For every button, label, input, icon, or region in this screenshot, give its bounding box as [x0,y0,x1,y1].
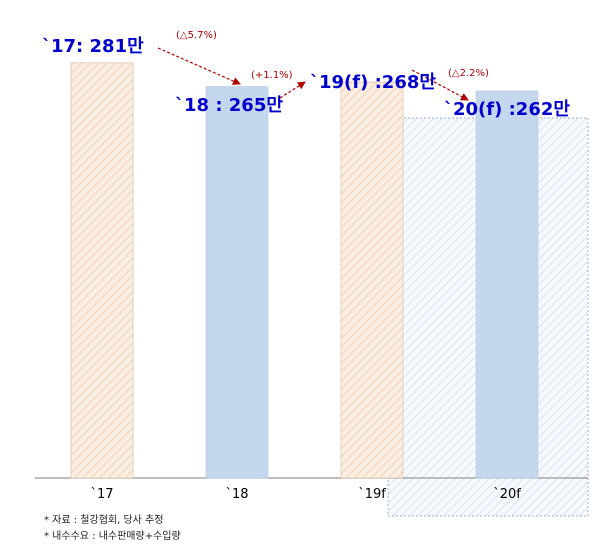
footnote-source: * 자료 : 철강협회, 당사 추정 [44,515,164,526]
value-label: `19(f) :268만 [310,72,436,93]
footnote-definition: * 내수수요 : 내수판매량+수입량 [44,531,181,542]
value-label: `17: 281만 [42,36,144,57]
bar-17 [70,62,134,479]
change-arrow [279,81,306,99]
x-tick-label: `19f [358,487,386,502]
change-label: (△2.2%) [448,68,489,79]
change-arrow [411,69,469,101]
change-label: (△5.7%) [176,30,217,41]
footnotes: * 자료 : 철강협회, 당사 추정 * 내수수요 : 내수판매량+수입량 [44,513,181,545]
change-label: (+1.1%) [251,70,293,81]
x-tick-label: `18 [225,487,248,502]
x-tick-label: `20f [493,487,521,502]
bar-20f [475,90,539,479]
value-label: `20(f) :262만 [444,99,570,120]
change-arrow [157,47,241,85]
bar-19f [340,81,404,479]
value-label: `18 : 265만 [175,95,283,116]
bar-18 [205,86,269,479]
x-tick-label: `17 [90,487,113,502]
